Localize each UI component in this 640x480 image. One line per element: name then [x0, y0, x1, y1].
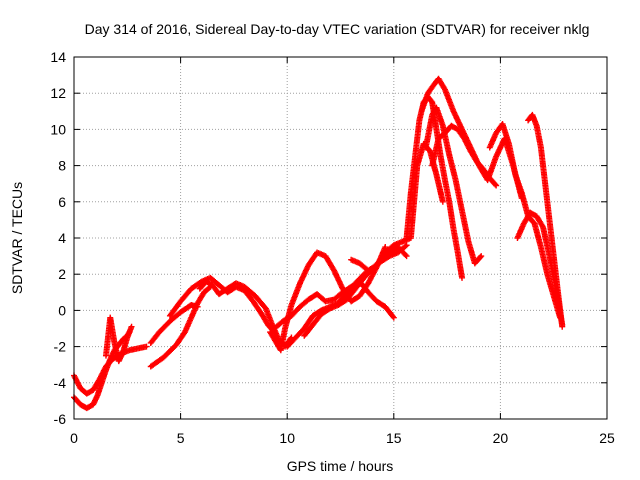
- x-tick-label: 15: [386, 430, 402, 446]
- data-point: [492, 181, 499, 188]
- data-point: [478, 253, 485, 260]
- series-track-n: [422, 104, 484, 267]
- series-track-c: [147, 301, 200, 346]
- series-track-s: [102, 314, 135, 365]
- data-point: [143, 343, 150, 350]
- data-point: [390, 314, 397, 321]
- x-tick-label: 0: [70, 430, 78, 446]
- axis-ticks: 0 5 10 15 20 25 -6 -4 -2 0 2 4 6 8 10 12 14: [50, 49, 615, 446]
- x-axis-label: GPS time / hours: [287, 458, 394, 474]
- x-tick-label: 20: [493, 430, 509, 446]
- series-track-d: [147, 284, 213, 370]
- y-tick-label: 14: [50, 49, 66, 65]
- data-point: [403, 253, 410, 260]
- chart-title: Day 314 of 2016, Sidereal Day-to-day VTE…: [85, 21, 590, 37]
- y-tick-label: 8: [58, 158, 66, 174]
- plot-frame: [73, 56, 608, 420]
- data-point: [128, 323, 135, 330]
- data-point: [403, 242, 410, 249]
- series-track-l: [403, 93, 465, 280]
- y-tick-label: 10: [50, 121, 66, 137]
- data-point: [389, 313, 396, 320]
- x-tick-label: 25: [599, 430, 615, 446]
- series-track-r: [525, 111, 566, 329]
- y-tick-label: -6: [54, 411, 67, 427]
- y-tick-label: -2: [54, 339, 67, 355]
- y-tick-label: 2: [58, 266, 66, 282]
- x-tick-label: 5: [177, 430, 185, 446]
- y-tick-label: 12: [50, 85, 66, 101]
- data-point: [402, 251, 409, 258]
- y-tick-label: 0: [58, 302, 66, 318]
- y-tick-label: -4: [54, 375, 67, 391]
- data-point: [459, 274, 466, 281]
- data-point: [439, 198, 446, 205]
- data-point: [382, 244, 389, 251]
- y-axis-label: SDTVAR / TECUs: [9, 182, 25, 294]
- series-track-a: [71, 343, 149, 397]
- series-track-o: [429, 122, 499, 188]
- data-point: [402, 243, 409, 250]
- y-tick-label: 6: [58, 194, 66, 210]
- y-tick-label: 4: [58, 230, 66, 246]
- data-point: [477, 254, 484, 261]
- x-tick-label: 10: [279, 430, 295, 446]
- data-marks: [71, 75, 566, 412]
- series-track-p: [486, 120, 563, 320]
- data-point: [559, 323, 566, 330]
- data-point: [493, 182, 500, 189]
